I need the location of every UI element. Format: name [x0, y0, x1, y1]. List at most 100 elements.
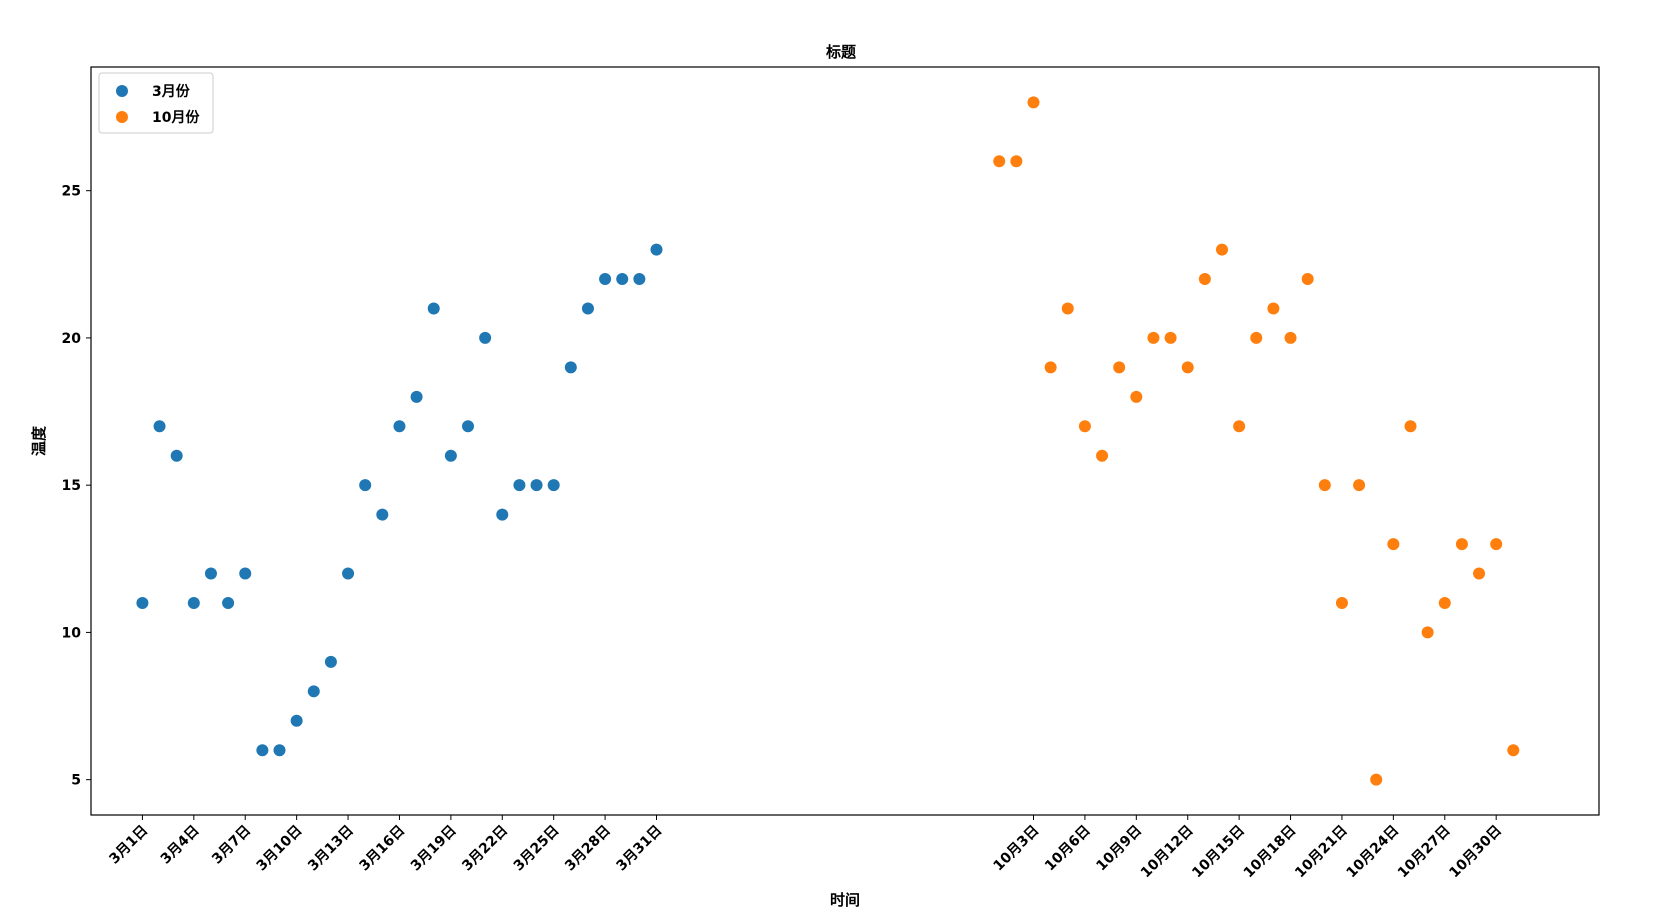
x-tick-label: 3月10日 [254, 823, 306, 875]
legend: 3月份 10月份 [98, 72, 214, 134]
point-march [616, 273, 629, 286]
point-march [462, 420, 474, 433]
point-october [1473, 567, 1486, 580]
point-october [1438, 596, 1451, 609]
y-axis-label: 温度 [30, 425, 48, 456]
x-tick-label: 3月1日 [106, 823, 151, 868]
point-october [1301, 273, 1314, 286]
point-october [1027, 96, 1040, 109]
point-march [650, 243, 663, 256]
point-october [1455, 538, 1468, 551]
plot-area-frame [90, 66, 1600, 816]
point-march [393, 420, 406, 433]
point-march [204, 567, 217, 580]
point-march [564, 361, 577, 374]
x-tick-label: 3月19日 [408, 823, 460, 875]
point-october [1130, 390, 1143, 403]
point-march [547, 479, 560, 492]
x-tick-label: 10月18日 [1241, 823, 1300, 882]
x-axis-label: 时间 [830, 891, 860, 908]
point-october [1216, 243, 1228, 256]
point-october [1421, 626, 1434, 639]
point-october [993, 155, 1006, 168]
x-tick-label: 10月12日 [1138, 823, 1197, 882]
x-tick-label: 10月9日 [1093, 823, 1145, 875]
point-october [1078, 420, 1091, 433]
point-october [1113, 361, 1126, 374]
point-march [153, 420, 166, 433]
chart-title: 标题 [825, 43, 857, 61]
point-october [1198, 273, 1211, 286]
x-tick-label: 3月25日 [511, 823, 563, 875]
x-tick-label: 10月3日 [991, 823, 1043, 875]
point-march [427, 302, 440, 315]
x-tick-label: 10月15日 [1189, 823, 1248, 882]
x-tick-label: 3月31日 [614, 823, 666, 875]
point-october [1096, 449, 1109, 462]
point-march [307, 685, 320, 698]
point-october [1164, 331, 1177, 344]
point-march [256, 744, 269, 757]
point-march [359, 479, 372, 492]
point-october [1147, 331, 1160, 344]
point-march [530, 479, 543, 492]
legend-marker-october [116, 111, 128, 123]
point-march [170, 449, 183, 462]
x-tick-label: 3月16日 [356, 823, 408, 875]
y-tick-label: 25 [62, 184, 81, 200]
x-tick-label: 3月13日 [305, 823, 357, 875]
point-october [1250, 331, 1263, 344]
x-tick-label: 10月24日 [1344, 823, 1403, 882]
point-october [1335, 596, 1348, 609]
y-tick-label: 5 [71, 773, 81, 789]
point-march [222, 596, 235, 609]
x-tick-label: 10月21日 [1292, 823, 1351, 882]
point-october [1370, 773, 1383, 786]
point-october [1507, 744, 1520, 757]
point-march [376, 508, 389, 521]
x-tick-label: 10月27日 [1395, 823, 1454, 882]
x-tick-label: 3月22日 [459, 823, 511, 875]
point-march [273, 744, 286, 757]
point-march [479, 331, 492, 344]
point-october [1010, 155, 1023, 168]
point-october [1181, 361, 1194, 374]
point-october [1318, 479, 1331, 492]
point-march [410, 390, 423, 403]
legend-label-october: 10月份 [152, 109, 200, 126]
point-october [1490, 538, 1503, 551]
legend-label-march: 3月份 [152, 83, 191, 100]
point-october [1233, 420, 1246, 433]
y-axis: 5 10 15 20 25 [62, 184, 91, 789]
point-october [1404, 420, 1417, 433]
point-march [581, 302, 594, 315]
x-tick-label: 10月6日 [1042, 823, 1094, 875]
x-axis: 3月1日 3月4日 3月7日 3月10日 3月13日 3月16日 3月19日 3月22日 3月2… [106, 815, 1505, 881]
point-march [496, 508, 509, 521]
x-tick-label: 3月28日 [562, 823, 614, 875]
legend-marker-march [116, 85, 128, 97]
y-tick-label: 20 [62, 331, 82, 347]
point-march [444, 449, 457, 462]
point-march [513, 479, 526, 492]
point-march [599, 273, 612, 286]
data-points [136, 96, 1520, 786]
point-october [1267, 302, 1280, 315]
point-october [1353, 479, 1366, 492]
point-march [290, 714, 303, 727]
x-tick-label: 10月30日 [1446, 823, 1505, 882]
point-march [324, 655, 337, 668]
point-march [239, 567, 252, 580]
point-march [136, 596, 149, 609]
y-tick-label: 15 [62, 478, 81, 494]
y-tick-label: 10 [62, 625, 82, 641]
point-march [187, 596, 200, 609]
point-october [1061, 302, 1074, 315]
x-tick-label: 3月4日 [158, 823, 203, 868]
point-october [1284, 331, 1297, 344]
point-march [633, 273, 646, 286]
point-october [1044, 361, 1057, 374]
point-october [1387, 538, 1400, 551]
point-march [342, 567, 355, 580]
